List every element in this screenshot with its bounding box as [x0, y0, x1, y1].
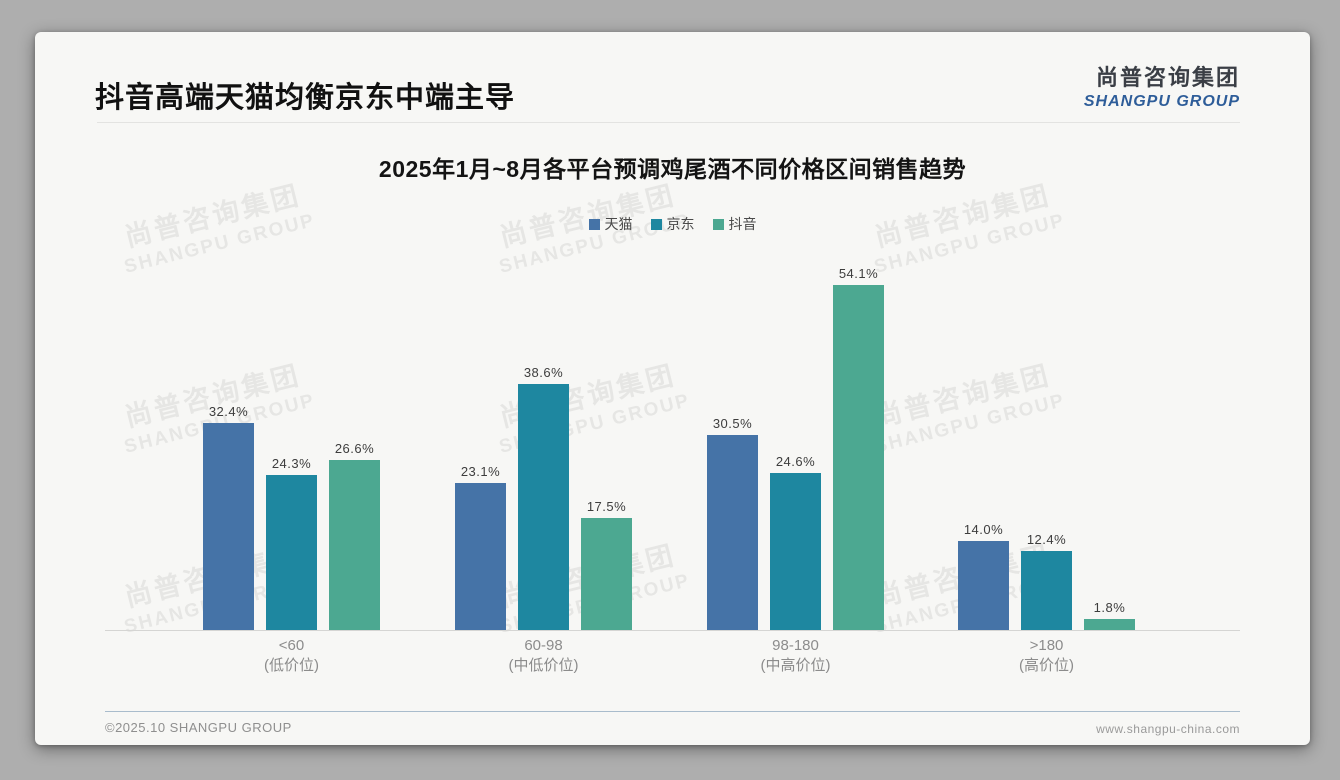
bar-series-2 [770, 473, 821, 630]
bar-group-4: 14.0% 12.4% 1.8% [958, 522, 1135, 630]
page-title: 抖音高端天猫均衡京东中端主导 [95, 82, 516, 114]
x-axis-label-1: <60 (低价位) [264, 637, 319, 675]
legend-item-1: 天猫 [588, 214, 633, 234]
company-logo: 尚普咨询集团 SHANGPU GROUP [1084, 60, 1240, 111]
x-axis-label-4: >180 (高价位) [1019, 637, 1074, 675]
bar-wrap: 23.1% [455, 464, 506, 630]
bar-series-1 [707, 435, 758, 630]
bar-value-label: 14.0% [963, 522, 1004, 537]
bar-wrap: 32.4% [203, 404, 254, 630]
legend-swatch-icon [588, 218, 600, 230]
legend-swatch-icon [650, 218, 662, 230]
bar-value-label: 30.5% [712, 416, 753, 431]
bar-value-label: 24.3% [271, 456, 312, 471]
chart-legend: 天猫 京东 抖音 [35, 214, 1310, 234]
bar-series-1 [958, 541, 1009, 630]
footer-divider [105, 711, 1240, 712]
bar-group-2: 23.1% 38.6% 17.5% [455, 365, 632, 630]
bar-series-3 [833, 285, 884, 630]
chart-plot-area: 32.4% 24.3% 26.6% 23.1% 38.6% 17.5% 30.5% 24.6%… [105, 248, 1240, 631]
bar-value-label: 38.6% [523, 365, 564, 380]
chart-title: 2025年1月~8月各平台预调鸡尾酒不同价格区间销售趋势 [378, 156, 967, 182]
bar-value-label: 17.5% [586, 499, 627, 514]
bar-series-3 [329, 460, 380, 630]
bar-series-3 [581, 518, 632, 630]
footer-copyright: ©2025.10 SHANGPU GROUP [105, 720, 292, 735]
x-axis-label-3: 98-180 (中高价位) [760, 637, 831, 675]
bar-group-3: 30.5% 24.6% 54.1% [707, 266, 884, 630]
bar-wrap: 26.6% [329, 441, 380, 630]
bar-value-label: 24.6% [775, 454, 816, 469]
title-divider [97, 122, 1240, 123]
bar-value-label: 23.1% [460, 464, 501, 479]
bar-value-label: 1.8% [1093, 600, 1126, 615]
legend-item-3: 抖音 [712, 214, 757, 234]
bar-value-label: 12.4% [1026, 532, 1067, 547]
bar-series-2 [1021, 551, 1072, 630]
bar-wrap: 24.3% [266, 456, 317, 630]
bar-series-2 [266, 475, 317, 630]
bar-value-label: 54.1% [838, 266, 879, 281]
legend-item-2: 京东 [650, 214, 695, 234]
bar-wrap: 24.6% [770, 454, 821, 630]
bar-wrap: 38.6% [518, 365, 569, 630]
bar-group-1: 32.4% 24.3% 26.6% [203, 404, 380, 630]
slide-card: 尚普咨询集团 SHANGPU GROUP 尚普咨询集团 SHANGPU GROUP 尚普… [35, 32, 1310, 745]
x-axis-labels: <60 (低价位) 60-98 (中低价位) 98-180 (中高价位) >180 (高价位) [105, 636, 1240, 686]
bar-series-3 [1084, 619, 1135, 630]
bar-wrap: 30.5% [707, 416, 758, 630]
legend-label: 抖音 [728, 216, 757, 232]
bar-wrap: 14.0% [958, 522, 1009, 630]
legend-swatch-icon [712, 218, 724, 230]
bar-wrap: 17.5% [581, 499, 632, 630]
bar-value-label: 26.6% [334, 441, 375, 456]
footer-website: www.shangpu-china.com [1096, 722, 1240, 736]
bar-wrap: 1.8% [1084, 600, 1135, 630]
logo-chinese-text: 尚普咨询集团 [1095, 65, 1240, 90]
bar-value-label: 32.4% [208, 404, 249, 419]
legend-label: 京东 [666, 216, 695, 232]
bar-wrap: 54.1% [833, 266, 884, 630]
x-axis-label-2: 60-98 (中低价位) [508, 637, 579, 675]
bar-series-2 [518, 384, 569, 630]
legend-label: 天猫 [604, 216, 633, 232]
bar-series-1 [455, 483, 506, 630]
bar-series-1 [203, 423, 254, 630]
bar-wrap: 12.4% [1021, 532, 1072, 630]
logo-english-text: SHANGPU GROUP [1083, 93, 1240, 110]
